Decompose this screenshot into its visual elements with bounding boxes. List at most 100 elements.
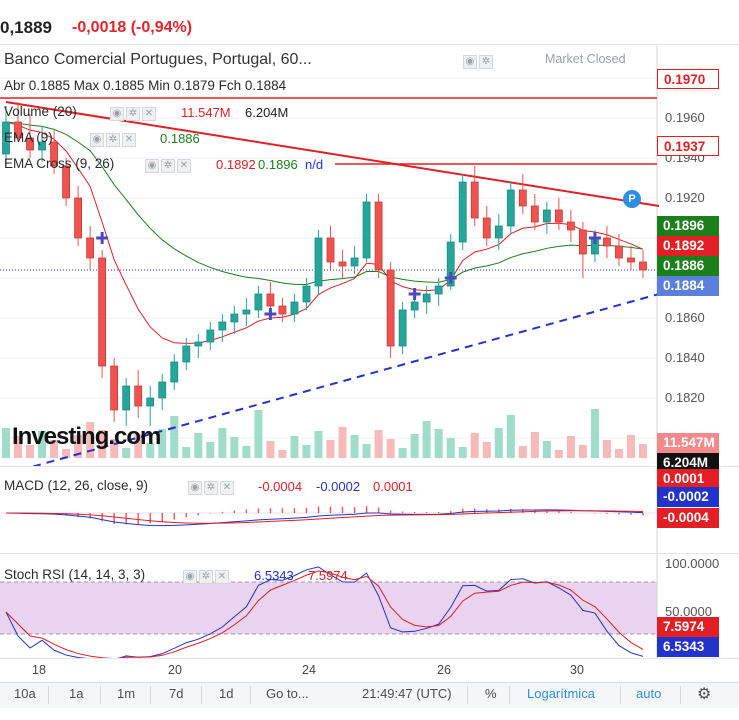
range-button-1d[interactable]: 1d [219, 686, 234, 701]
range-button-7d[interactable]: 7d [169, 686, 184, 701]
volume-bar [374, 430, 383, 458]
candle-body [482, 217, 491, 239]
volume-bar [482, 442, 491, 458]
eye-icon[interactable]: ◉ [145, 158, 159, 173]
y-tick-label: 0.1820 [665, 390, 705, 405]
candle-body [530, 205, 539, 223]
settings-icon[interactable]: ✲ [199, 569, 213, 584]
candle-body [26, 137, 34, 151]
volume-bar [218, 428, 227, 458]
settings-icon[interactable]: ✲ [126, 106, 140, 121]
candle-body [603, 237, 611, 247]
stoch-value-2: 7.5974 [308, 568, 348, 583]
macd_axis-flag: -0.0002 [657, 487, 719, 507]
toolbar-divider [150, 686, 151, 704]
candle-body [422, 293, 431, 303]
volume-bar [14, 436, 23, 458]
candle-body [615, 245, 623, 259]
stoch-controls[interactable]: ◉ ✲ ✕ [183, 568, 231, 586]
volume-bar [458, 447, 467, 458]
volume-bar [98, 430, 107, 458]
volume-bar [639, 444, 647, 458]
volume-bar [86, 422, 95, 458]
auto-scale-toggle[interactable]: auto [636, 686, 662, 701]
eye-icon[interactable]: ◉ [110, 106, 124, 121]
stoch-pane[interactable]: 100.0000 50.0000 [0, 554, 739, 658]
range-button-1m[interactable]: 1m [117, 686, 136, 701]
header-divider [0, 44, 739, 45]
ema-cross-value-3: n/d [305, 157, 324, 172]
candle-body [2, 121, 10, 155]
y-tick-label: 0.1960 [665, 110, 705, 125]
macd_axis-flag: 0.0001 [657, 469, 719, 489]
stoch_axis-flag: 6.5343 [657, 637, 719, 657]
price-pane[interactable]: 0.19800.19600.19400.19200.19000.18800.18… [0, 46, 739, 466]
macd-pane[interactable] [0, 467, 739, 553]
candle-body [627, 257, 635, 263]
candle-body [579, 229, 587, 255]
eye-icon[interactable]: ◉ [90, 132, 104, 147]
eye-icon[interactable]: ◉ [463, 54, 477, 69]
volume-bar [230, 437, 239, 458]
eye-icon[interactable]: ◉ [183, 569, 197, 584]
goto-button[interactable]: Go to... [266, 686, 309, 701]
candle-body [146, 397, 155, 407]
volume-bar [578, 445, 587, 458]
range-button-10a[interactable]: 10a [14, 686, 36, 701]
percent-toggle[interactable]: % [485, 686, 497, 701]
toolbar-divider [509, 686, 510, 704]
ema-label: EMA (9) [4, 130, 53, 145]
candle-body [194, 341, 203, 347]
ema-cross-controls[interactable]: ◉ ✲ ✕ [145, 157, 193, 175]
ema-9-line [5, 121, 644, 344]
candle-body [506, 189, 515, 227]
price-change: -0,0018 (-0,94%) [72, 19, 193, 36]
stoch-label: Stoch RSI (14, 14, 3, 3) [4, 567, 146, 582]
volume-bar [338, 427, 347, 458]
settings-icon[interactable]: ✲ [204, 480, 218, 495]
pane-divider-1 [0, 466, 739, 467]
settings-icon[interactable]: ✲ [106, 132, 120, 147]
y-tick-label: 0.1920 [665, 190, 705, 205]
eye-icon[interactable]: ◉ [188, 480, 202, 495]
close-icon[interactable]: ✕ [177, 158, 191, 173]
macd-value-2: -0.0002 [316, 479, 361, 494]
log-scale-toggle[interactable]: Logarítmica [527, 686, 595, 701]
candle-body [566, 221, 575, 231]
volume-bar [50, 440, 59, 458]
candle-body [410, 301, 419, 311]
price_axis-flag: 0.1937 [657, 136, 719, 156]
x-tick-label: 26 [437, 663, 451, 677]
settings-icon[interactable]: ✲ [161, 158, 175, 173]
volume-value-2: 6.204M [245, 105, 289, 120]
volume-bar [62, 449, 71, 458]
candle-body [218, 321, 227, 331]
close-icon[interactable]: ✕ [220, 480, 234, 495]
ema-controls[interactable]: ◉ ✲ ✕ [90, 131, 138, 149]
stoch_axis-flag: 7.5974 [657, 617, 719, 637]
macd-controls[interactable]: ◉ ✲ ✕ [188, 479, 236, 497]
price_axis-flag: 0.1970 [657, 69, 719, 89]
settings-icon[interactable]: ✲ [479, 54, 493, 69]
volume-bar [506, 415, 515, 458]
close-icon[interactable]: ✕ [142, 106, 156, 121]
instrument-controls[interactable]: ◉ ✲ [463, 53, 495, 71]
range-button-1a[interactable]: 1a [69, 686, 84, 701]
candle-body [74, 197, 83, 239]
volume-bar [590, 409, 599, 458]
candle-body [458, 181, 467, 243]
volume-controls[interactable]: ◉ ✲ ✕ [110, 105, 158, 123]
volume-bar [74, 435, 83, 458]
candle-body [494, 225, 503, 239]
close-icon[interactable]: ✕ [215, 569, 229, 584]
volume-bar [134, 434, 143, 458]
gear-icon[interactable]: ⚙ [697, 686, 712, 703]
volume-bar [530, 432, 539, 458]
pin-marker-icon[interactable]: P [623, 190, 641, 208]
close-icon[interactable]: ✕ [122, 132, 136, 147]
volume-bar [302, 445, 311, 458]
macd-label: MACD (12, 26, close, 9) [4, 478, 149, 493]
candle-body [86, 237, 95, 259]
volume-bar [626, 435, 635, 458]
volume-bar [362, 444, 371, 458]
